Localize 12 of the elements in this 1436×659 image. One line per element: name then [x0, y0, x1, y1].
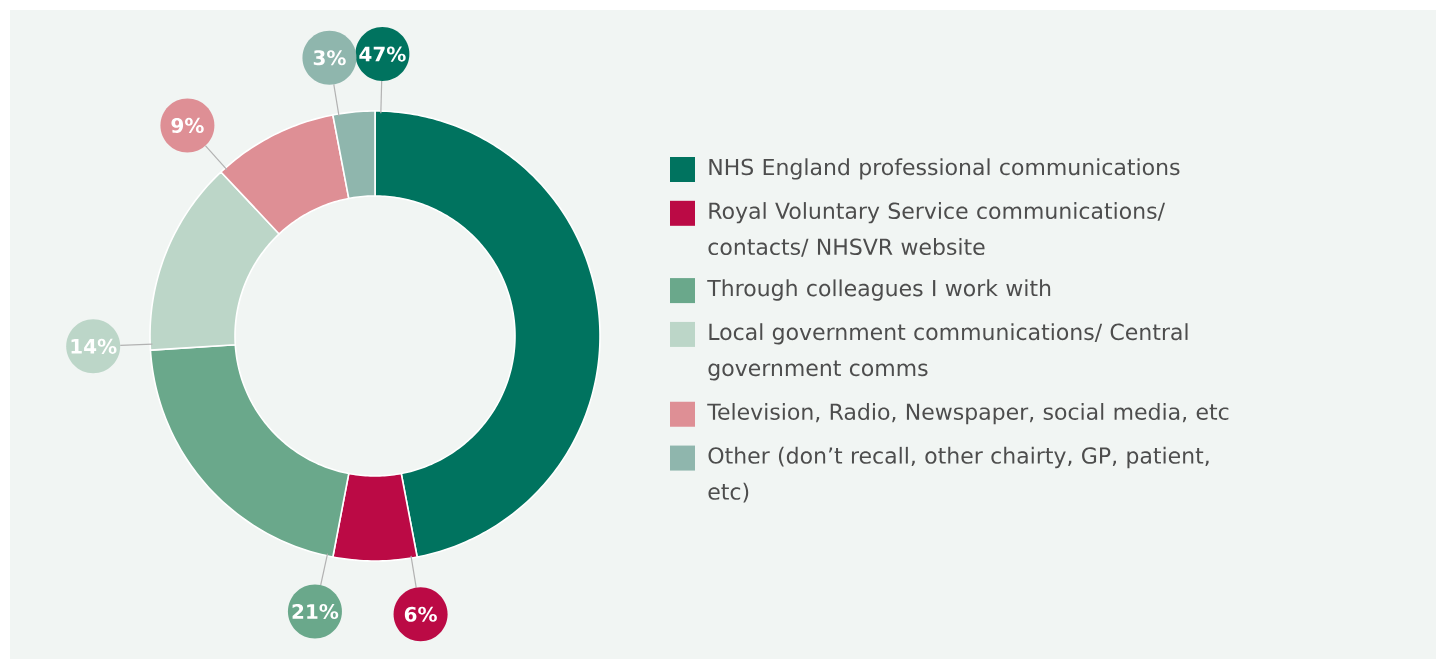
legend-label: Television, Radio, Newspaper, social media, etc [707, 403, 1229, 425]
data-label: 21% [292, 603, 339, 620]
data-label: 9% [171, 117, 204, 134]
data-label: 3% [313, 50, 346, 66]
legend-label: Through colleagues I work with [707, 279, 1051, 301]
data-label: 6% [404, 606, 437, 622]
legend-label: Royal Voluntary Service communications/ contacts/ NHSVR website [708, 202, 1165, 257]
data-label: 14% [71, 338, 117, 354]
legend-label: Local government communications/ Central government comms [708, 323, 1188, 381]
data-label: 47% [359, 46, 406, 62]
legend-label: NHS England professional communications [709, 158, 1180, 180]
legend-label: Other (don’t recall, other chairty, GP, patient, etc) [708, 446, 1209, 503]
